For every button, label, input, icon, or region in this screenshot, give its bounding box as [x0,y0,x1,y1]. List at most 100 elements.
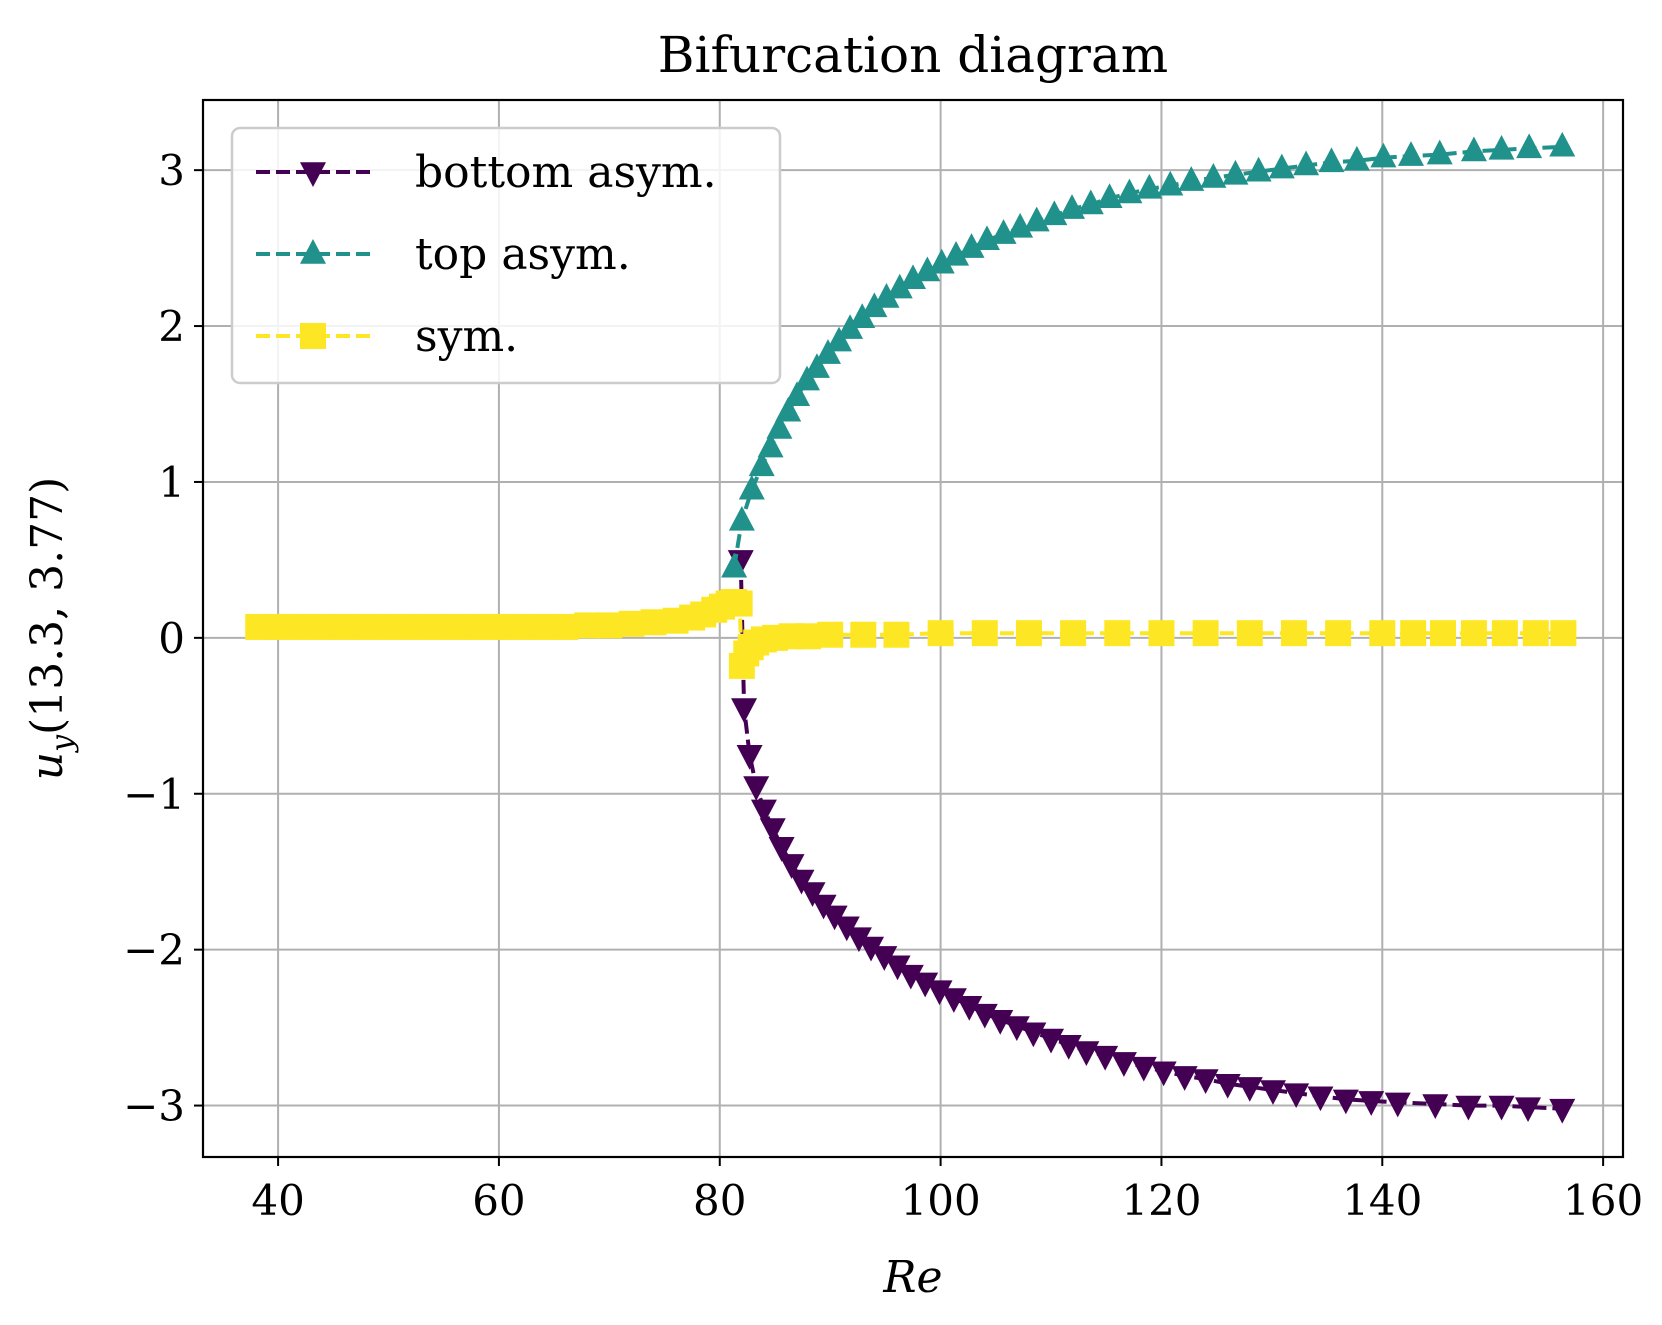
data-point [1549,131,1576,157]
data-point [331,613,358,640]
data-point [987,1010,1014,1035]
data-point [1059,194,1086,219]
data-point [1157,170,1184,196]
data-point [508,613,535,640]
legend-item: sym. [256,311,518,362]
data-point [721,552,748,578]
data-point [784,381,811,406]
data-point [726,590,753,617]
data-point [940,988,967,1013]
y-tick-label: −3 [123,1082,185,1131]
data-point [1488,1095,1515,1121]
data-point [814,339,841,364]
data-point [1293,150,1320,176]
legend-item: top asym. [256,229,631,280]
data-point [1007,212,1034,238]
legend-marker [300,239,326,264]
legend-label: bottom asym. [415,147,717,198]
series-2 [245,588,1577,679]
data-point [1384,1092,1411,1118]
data-point [441,613,468,640]
ticks-layer: 40 60 80 100 120 140 160 −3 −2 −1 0 1 2 3 [123,146,1643,1225]
legend-item: bottom asym. [256,147,717,198]
y-axis-label-var: u [22,752,73,780]
data-point [1038,1028,1065,1054]
data-point [596,612,623,639]
data-point [736,745,763,770]
data-point [1041,200,1068,226]
data-point [1370,142,1397,168]
data-point [886,273,913,299]
data-point [928,248,955,274]
data-point [1400,620,1427,647]
series-0 [727,550,1576,1124]
data-point [817,621,844,648]
data-point [1020,1022,1047,1048]
data-point [1397,141,1424,166]
data-point [1236,620,1263,647]
x-tick-label: 120 [1121,1176,1201,1225]
y-axis-label: uy(13.3, 3.77) [22,477,80,781]
data-point [858,936,885,962]
data-point [897,964,924,990]
data-point [1460,620,1487,647]
y-tick-label: −1 [123,770,185,819]
data-point [1096,183,1123,208]
data-point [1092,1045,1119,1071]
data-point [799,882,826,907]
legend: bottom asym. top asym. sym. [230,126,782,385]
data-point [1460,136,1487,162]
data-point [757,432,784,458]
data-point [1422,1094,1449,1119]
data-point [803,353,830,378]
data-point [728,505,755,531]
data-point [738,474,765,500]
x-tick-label: 140 [1342,1176,1422,1225]
data-point [845,927,872,953]
data-point [971,620,998,647]
y-tick-label: 0 [158,614,185,663]
data-point [873,283,900,308]
data-point [1343,145,1370,171]
data-point [912,972,939,998]
y-axis-label-sub: y [45,734,80,754]
x-tick-label: 80 [693,1176,746,1225]
x-tick-label: 100 [901,1176,981,1225]
y-tick-label: −2 [123,926,185,975]
y-axis-label-args: (13.3, 3.77) [22,477,73,735]
data-point [640,609,667,636]
data-point [1110,1052,1137,1077]
data-point [748,451,775,477]
data-point [971,1003,998,1029]
data-point [884,955,911,981]
y-tick-label: 3 [158,146,185,195]
series-layer [245,131,1577,1124]
data-point [1283,1083,1310,1109]
y-tick-label: 1 [158,458,185,507]
data-point [766,413,793,439]
series-1 [721,131,1576,578]
data-point [990,219,1017,244]
x-tick-label: 40 [251,1176,304,1225]
data-point [1245,156,1272,182]
data-point [973,225,1000,251]
data-point [1150,1061,1177,1087]
data-point [883,621,910,648]
data-point [1222,159,1249,185]
data-point [1259,1080,1286,1105]
x-tick-label: 160 [1563,1176,1643,1225]
data-point [956,996,983,1021]
data-point [750,799,777,825]
data-point [1516,133,1543,159]
data-point [1178,166,1205,191]
data-point [530,613,557,640]
data-point [1192,620,1219,647]
data-point [1522,620,1549,647]
data-point [485,613,512,640]
data-point [1148,620,1175,647]
y-tick-label: 2 [158,302,185,351]
data-point [871,946,898,971]
data-point [1116,178,1143,204]
data-point [1104,620,1131,647]
data-point [1136,173,1163,199]
